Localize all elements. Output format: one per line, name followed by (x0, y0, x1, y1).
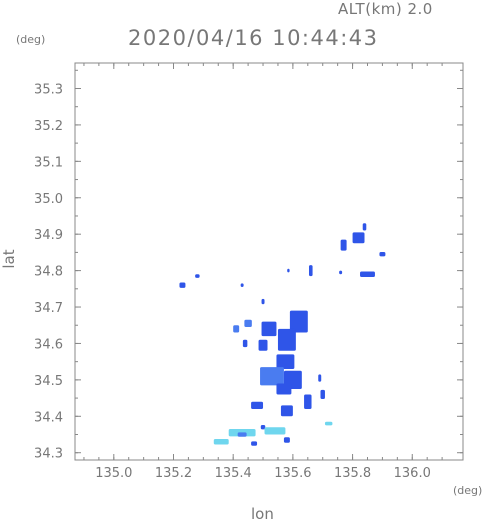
x-axis-unit: (deg) (453, 484, 483, 497)
echo-cell (213, 439, 229, 445)
x-tick-label: 135.4 (215, 466, 252, 481)
echo-cell (195, 274, 200, 278)
echo-cell (251, 441, 258, 446)
x-tick-label: 135.0 (95, 466, 132, 481)
echo-cell (264, 427, 286, 435)
echo-cell (244, 319, 252, 328)
altitude-label: ALT(km) 2.0 (338, 0, 433, 18)
echo-cell (318, 374, 322, 382)
echo-cell (308, 265, 313, 277)
echo-cell (240, 283, 244, 287)
echo-cell (261, 298, 265, 305)
echo-cell (324, 421, 333, 426)
plot-frame (74, 62, 464, 461)
x-tick-label: 135.6 (274, 466, 311, 481)
y-tick-label: 35.3 (34, 82, 63, 97)
y-tick-label: 34.9 (34, 228, 63, 243)
y-tick-label: 34.6 (34, 337, 63, 352)
x-tick-label: 135.2 (155, 466, 192, 481)
echo-cell (276, 383, 292, 395)
echo-cell (339, 270, 343, 275)
echo-cell (362, 223, 367, 231)
echo-cell (340, 239, 347, 251)
x-tick-label: 136.0 (394, 466, 431, 481)
echo-cells (179, 223, 386, 446)
x-axis-label: lon (251, 505, 274, 523)
echo-cell (258, 339, 268, 351)
y-tick-label: 34.8 (34, 265, 63, 280)
y-tick-label: 35.1 (34, 155, 63, 170)
y-tick-label: 34.3 (34, 447, 63, 462)
echo-cell (352, 232, 365, 244)
echo-cell (320, 389, 325, 399)
echo-cell (280, 405, 293, 417)
chart-title: 2020/04/16 10:44:43 (128, 26, 379, 50)
y-tick-label: 35.0 (34, 192, 63, 207)
echo-cell (289, 310, 308, 333)
y-tick-label: 34.4 (34, 410, 63, 425)
echo-cell (360, 271, 375, 277)
x-tick-label: 135.8 (334, 466, 371, 481)
y-tick-label: 34.5 (34, 374, 63, 389)
echo-cell (277, 328, 296, 351)
echo-cell (283, 437, 290, 443)
echo-cell (287, 268, 290, 273)
echo-cell (276, 354, 295, 369)
y-axis-unit: (deg) (16, 33, 46, 46)
echo-cell (233, 325, 240, 333)
echo-cell (251, 401, 264, 410)
echo-cell (237, 432, 247, 437)
echo-cell (242, 339, 248, 348)
echo-cell (379, 252, 386, 257)
echo-cell (261, 321, 277, 337)
axis-ticks: 135.0 135.2 135.4 135.6 135.8 136.0 34.3 34.4 34… (34, 63, 463, 481)
echo-cell (179, 282, 186, 288)
plot-border (74, 62, 464, 461)
echo-cell (260, 367, 284, 386)
echo-cell (304, 394, 312, 410)
echo-cell (260, 425, 266, 430)
y-tick-label: 34.7 (34, 301, 63, 316)
y-tick-label: 35.2 (34, 119, 63, 134)
